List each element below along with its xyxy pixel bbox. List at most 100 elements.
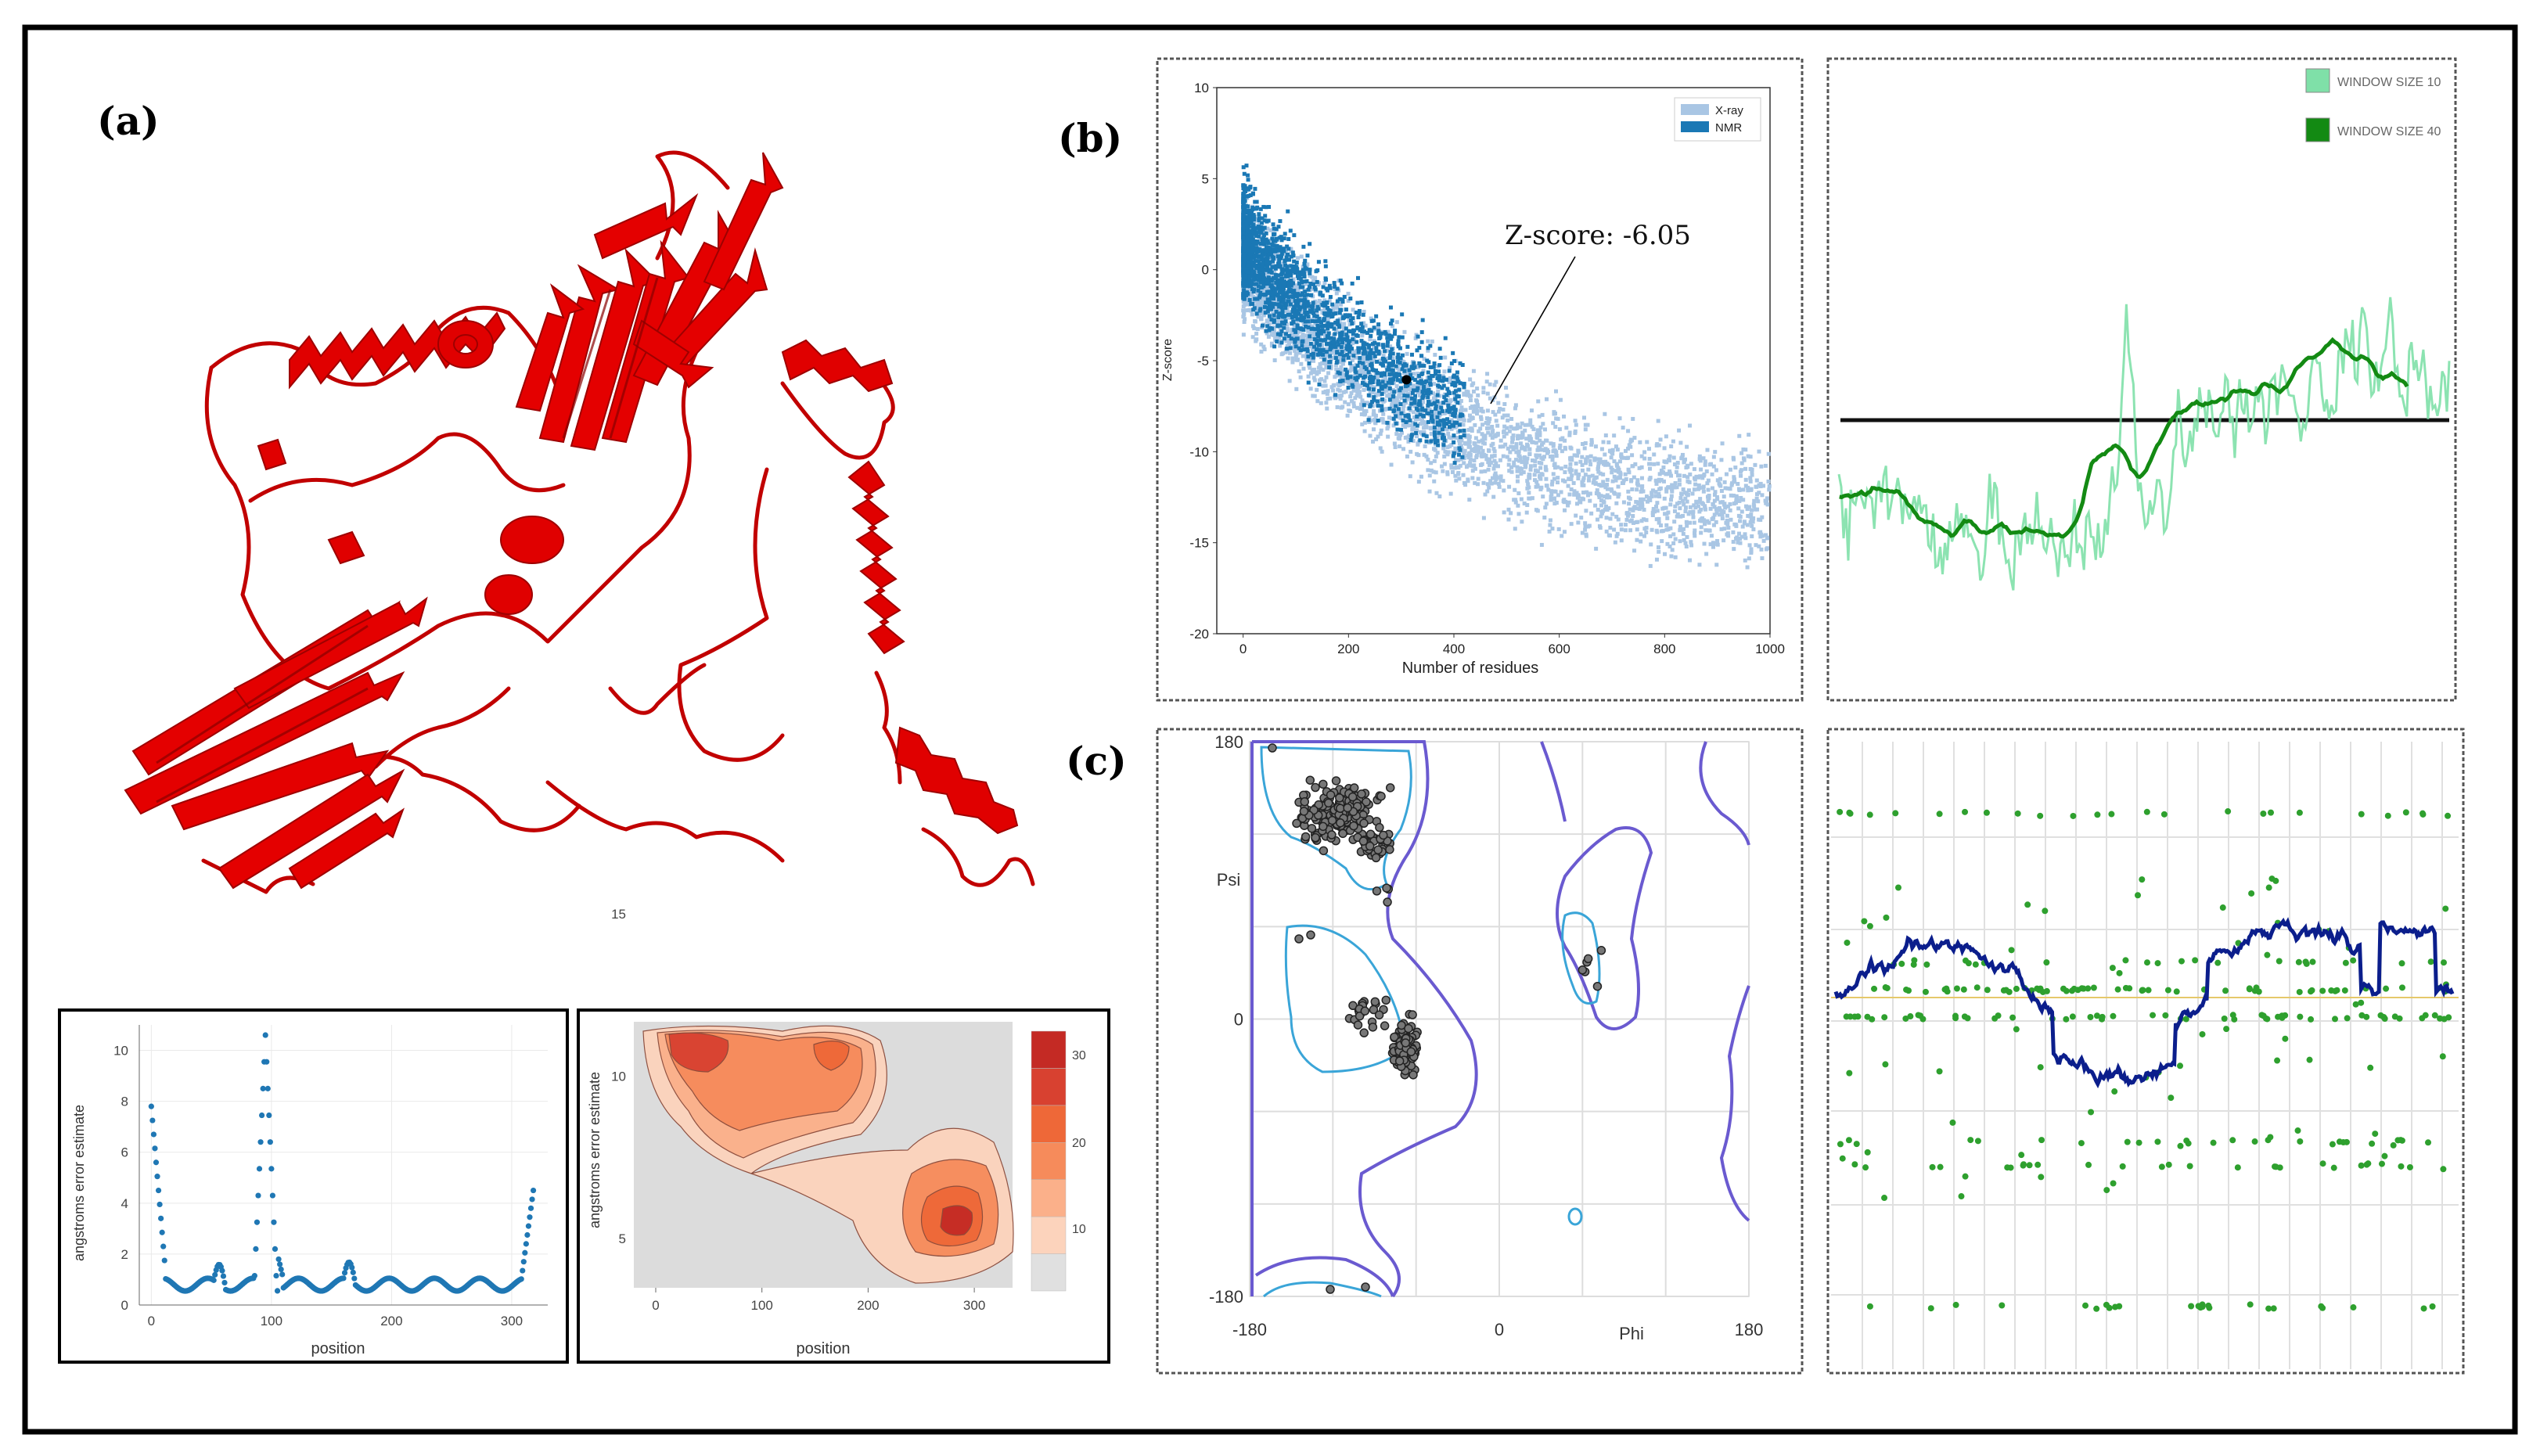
xray-point: [1614, 501, 1619, 505]
xray-point: [1274, 314, 1279, 318]
xray-point: [1488, 382, 1492, 386]
xray-point: [1637, 466, 1642, 470]
nmr-point: [1383, 349, 1387, 354]
xray-point: [1545, 484, 1549, 488]
xray-point: [1599, 514, 1603, 519]
xray-point: [1506, 446, 1510, 451]
xray-point: [1520, 421, 1524, 426]
nmr-point: [1355, 375, 1360, 379]
xray-point: [1731, 540, 1736, 545]
xray-point: [1759, 547, 1764, 552]
xray-point: [1614, 444, 1618, 449]
xray-point: [1617, 459, 1622, 464]
xray-point: [1319, 401, 1323, 405]
xray-point: [1593, 476, 1598, 480]
nmr-point: [1255, 239, 1260, 244]
xray-point: [1751, 527, 1756, 532]
nmr-point: [1282, 236, 1286, 241]
xray-point: [1550, 527, 1555, 531]
nmr-point: [1385, 336, 1390, 340]
xray-point: [1431, 396, 1436, 401]
xray-point: [1495, 464, 1500, 469]
nmr-point: [1376, 389, 1381, 394]
xray-point: [1298, 375, 1303, 379]
xray-point: [1316, 365, 1321, 370]
xray-point: [1656, 462, 1660, 466]
xray-point: [1395, 401, 1400, 406]
xray-point: [1591, 480, 1596, 485]
xray-point: [1539, 542, 1544, 547]
xray-point: [1654, 494, 1659, 498]
xray-point: [1585, 493, 1590, 498]
xray-point: [1754, 496, 1759, 501]
xray-point: [1449, 426, 1454, 431]
xray-point: [1630, 464, 1635, 469]
xray-point: [1705, 448, 1710, 452]
nmr-point: [1362, 403, 1366, 408]
xray-point: [1336, 387, 1340, 392]
data-point: [529, 1196, 535, 1203]
xray-point: [1324, 401, 1329, 405]
xray-point: [1476, 404, 1480, 409]
xray-point: [1750, 519, 1755, 524]
xray-point: [1290, 360, 1295, 365]
xray-point: [1678, 496, 1683, 501]
xray-point: [1545, 438, 1549, 443]
xray-point: [1253, 319, 1257, 324]
nmr-point: [1445, 386, 1450, 391]
xray-point: [1608, 448, 1613, 453]
y-tick-label: 2: [121, 1247, 128, 1262]
xray-point: [1406, 391, 1411, 396]
xray-point: [1265, 331, 1269, 336]
data-point: [522, 1249, 528, 1256]
xray-point: [1537, 460, 1542, 465]
xray-point: [1538, 433, 1542, 437]
xray-point: [1304, 263, 1309, 268]
nmr-point: [1242, 288, 1247, 293]
xray-point: [1764, 547, 1768, 552]
xray-point: [1701, 489, 1706, 494]
xray-point: [1295, 342, 1300, 347]
nmr-point: [1419, 379, 1423, 383]
xray-point: [1430, 432, 1434, 437]
nmr-point: [1335, 286, 1340, 291]
xray-point: [1479, 408, 1484, 413]
xray-point: [1362, 412, 1367, 417]
data-point: [351, 1275, 358, 1282]
nmr-point: [1310, 318, 1315, 323]
xray-point: [1464, 434, 1469, 439]
xray-point: [1560, 534, 1564, 538]
xray-point: [1440, 424, 1444, 429]
xray-point: [1756, 499, 1761, 504]
xray-point: [1420, 421, 1425, 426]
xray-point: [1403, 425, 1408, 430]
xray-point: [1704, 552, 1709, 556]
xray-point: [1445, 470, 1450, 475]
xray-point: [1621, 426, 1625, 430]
xray-point: [1401, 406, 1405, 411]
xray-point: [1275, 300, 1279, 304]
xray-point: [1416, 442, 1420, 447]
xray-point: [1664, 434, 1668, 439]
nmr-point: [1435, 415, 1440, 419]
xray-point: [1268, 228, 1273, 232]
nmr-point: [1390, 372, 1394, 376]
xray-point: [1648, 498, 1653, 502]
x-tick-label: 600: [1548, 642, 1570, 656]
xray-point: [1631, 520, 1635, 525]
xray-point: [1731, 455, 1736, 460]
xray-point: [1457, 476, 1462, 481]
nmr-point: [1303, 319, 1308, 324]
xray-point: [1527, 447, 1532, 451]
xray-point: [1441, 469, 1445, 473]
data-point: [220, 1273, 227, 1279]
xray-point: [1703, 504, 1707, 509]
nmr-point: [1311, 355, 1315, 360]
xray-point: [1432, 423, 1437, 428]
x-tick-label: 200: [857, 1298, 879, 1313]
xray-point: [1289, 299, 1293, 304]
nmr-point: [1305, 311, 1310, 315]
xray-point: [1372, 358, 1376, 363]
xray-point: [1767, 487, 1772, 492]
